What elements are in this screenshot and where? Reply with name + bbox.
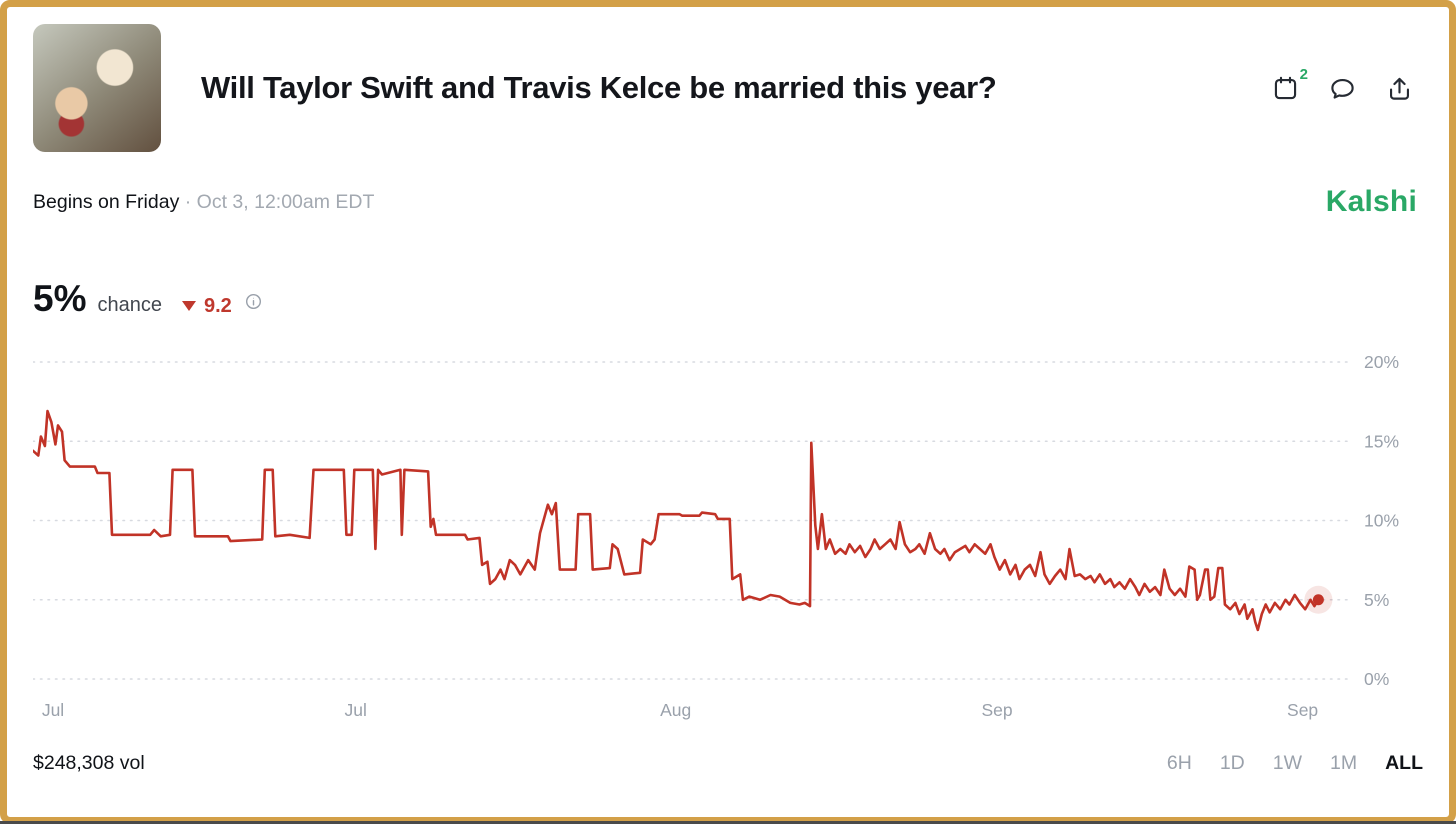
price-chart[interactable]: 0% 5% 10% 15% 20% Jul Jul Aug Sep Sep — [33, 342, 1423, 722]
price-row: 5% chance 9.2 — [33, 278, 1423, 320]
start-info: Begins on Friday · Oct 3, 12:00am EDT — [33, 191, 374, 214]
ytick-label: 5% — [1364, 590, 1389, 610]
end-marker-dot — [1312, 594, 1324, 606]
calendar-button[interactable]: 2 — [1272, 66, 1308, 102]
time-range-selector: 6H 1D 1W 1M ALL — [1167, 752, 1423, 775]
share-icon — [1389, 77, 1410, 100]
chance-value: 5% — [33, 278, 87, 319]
ytick-label: 10% — [1364, 511, 1399, 531]
xtick-label: Aug — [660, 700, 691, 720]
ytick-label: 20% — [1364, 352, 1399, 372]
down-triangle-icon — [181, 301, 196, 311]
price-change: 9.2 — [181, 294, 232, 318]
price-line — [33, 409, 1320, 632]
info-icon — [245, 293, 261, 309]
xtick-label: Jul — [344, 700, 366, 720]
chance-label: chance — [97, 294, 162, 316]
xtick-label: Sep — [981, 700, 1012, 720]
comments-button[interactable] — [1329, 75, 1356, 102]
screen-bottom-edge — [0, 821, 1456, 824]
start-time: Oct 3, 12:00am EDT — [196, 190, 375, 213]
share-button[interactable] — [1386, 75, 1413, 102]
begins-label: Begins on Friday — [33, 190, 180, 213]
info-button[interactable] — [244, 292, 263, 311]
comment-icon — [1331, 78, 1354, 99]
range-all-button[interactable]: ALL — [1385, 752, 1423, 774]
range-6h-button[interactable]: 6H — [1166, 752, 1192, 774]
change-value: 9.2 — [203, 294, 232, 317]
xtick-label: Sep — [1287, 700, 1318, 720]
volume-text: $248,308 vol — [33, 752, 145, 774]
kalshi-logo[interactable]: Kalshi — [1320, 184, 1423, 220]
chart-area: 0% 5% 10% 15% 20% Jul Jul Aug Sep Sep — [33, 342, 1423, 722]
xtick-label: Jul — [42, 700, 64, 720]
subheader: Begins on Friday · Oct 3, 12:00am EDT Ka… — [33, 184, 1423, 220]
calendar-icon — [1274, 76, 1297, 99]
range-1m-button[interactable]: 1M — [1330, 752, 1358, 774]
range-1w-button[interactable]: 1W — [1272, 752, 1302, 774]
header-actions: 2 — [1272, 66, 1413, 102]
separator-dot: · — [184, 190, 192, 213]
calendar-badge-count: 2 — [1299, 65, 1308, 83]
footer: $248,308 vol 6H 1D 1W 1M ALL — [33, 752, 1423, 775]
market-title: Will Taylor Swift and Travis Kelce be ma… — [201, 70, 997, 106]
range-1d-button[interactable]: 1D — [1219, 752, 1245, 774]
header: Will Taylor Swift and Travis Kelce be ma… — [33, 19, 1423, 152]
ytick-label: 0% — [1364, 669, 1389, 689]
market-avatar — [33, 24, 161, 152]
ytick-label: 15% — [1364, 431, 1399, 451]
